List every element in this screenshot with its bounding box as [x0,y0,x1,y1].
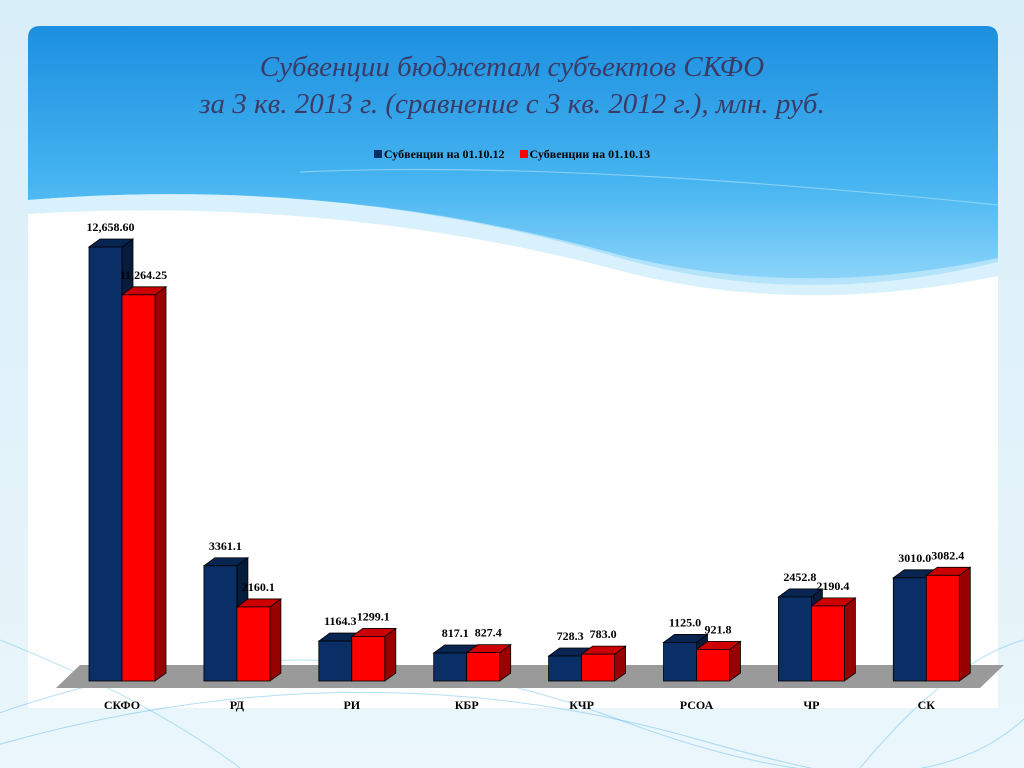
bar-front [203,565,238,682]
bar-series-2-4 [465,643,512,682]
bar-side [269,598,282,682]
bar-front [663,642,697,682]
bar-series-2-1 [120,286,168,682]
bar-front [696,648,730,682]
chart-floor [56,665,1004,688]
category-label-7: ЧР [803,698,819,712]
bar-front [778,596,812,682]
slide-title-line-1: Субвенции бюджетам субъектов СКФО [259,51,765,83]
legend-item-series-1: Субвенции на 01.10.12 [373,147,505,162]
blue-header-band [28,26,998,286]
bottom-arc-3 [0,639,241,768]
legend-swatch-series-2 [519,150,528,158]
legend-label-series-2: Субвенции на 01.10.13 [529,147,651,161]
light-wave [28,194,998,296]
bar-side [384,627,397,682]
legend-item-series-2: Субвенции на 01.10.13 [519,147,651,162]
bar-front [88,246,123,682]
slide-title-line-2: за 3 кв. 2013 г. (сравнение с 3 кв. 2012… [199,88,825,120]
bar-front [236,606,271,682]
chart-legend: Субвенции на 01.10.12 Субвенции на 01.10… [0,147,1024,162]
data-label-series-2-1: 11,264.25 [120,268,167,282]
data-label-series-1-6: 1125.0 [669,615,701,629]
bar-front [548,655,582,682]
bar-front [466,652,501,682]
data-label-series-2-2: 2160.1 [242,580,275,594]
category-label-2: РД [230,698,245,712]
data-label-series-1-2: 3361.1 [209,539,242,553]
data-label-series-2-7: 2190.4 [816,579,849,593]
bar-front [892,577,927,682]
bar-series-2-7 [810,597,857,682]
bar-series-2-6 [695,640,742,682]
data-label-series-1-8: 3010.0 [898,551,931,565]
category-label-8: СК [918,698,936,712]
data-label-series-2-3: 1299.1 [357,609,390,623]
category-label-4: КБР [455,698,479,712]
data-label-series-2-5: 783.0 [590,627,617,641]
bar-side [958,566,971,682]
data-label-series-2-4: 827.4 [475,626,502,640]
category-label-5: КЧР [569,698,594,712]
bar-front [925,574,960,682]
category-label-3: РИ [343,698,360,712]
legend-label-series-1: Субвенции на 01.10.12 [383,147,505,161]
bar-front [811,605,845,682]
bar-front [121,294,156,682]
category-label-1: СКФО [104,698,140,712]
bar-front [318,640,353,682]
data-label-series-1-4: 817.1 [442,626,469,640]
bar-front [433,652,468,682]
light-wave-2 [299,168,999,206]
data-label-series-1-7: 2452.8 [783,570,816,584]
bar-side [844,597,856,682]
category-label-6: РСОА [680,698,714,712]
data-label-series-2-6: 921.8 [705,622,732,636]
white-panel [28,191,998,708]
data-label-series-1-1: 12,658.60 [87,220,135,234]
bar-series-2-2 [235,598,283,682]
data-label-series-1-5: 728.3 [557,629,584,643]
bar-front [581,653,615,682]
bar-series-2-8 [925,566,972,682]
legend-swatch-series-1 [373,150,382,158]
data-label-series-2-8: 3082.4 [931,548,964,562]
bar-series-2-3 [350,627,398,682]
data-label-series-1-3: 1164.3 [324,614,356,628]
bar-side [154,286,167,682]
bar-series-2-5 [580,645,627,682]
bar-front [351,636,386,682]
bottom-arc-2 [0,691,814,768]
